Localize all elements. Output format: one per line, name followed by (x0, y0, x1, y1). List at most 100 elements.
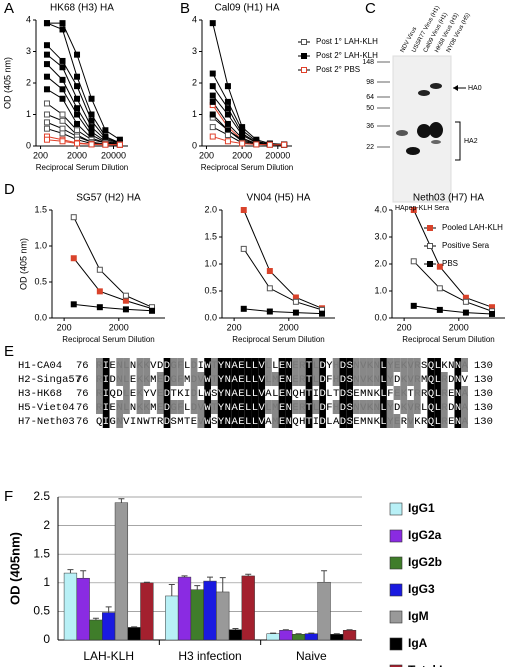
data-point (209, 20, 216, 27)
residue-shade (393, 386, 401, 400)
residue-shade (454, 386, 462, 400)
data-point (96, 304, 103, 311)
residue-shade (427, 372, 435, 386)
data-point (281, 141, 288, 148)
data-point (43, 100, 50, 107)
sequence-end: 130 (474, 402, 493, 414)
bar (76, 577, 90, 641)
residue-shade (434, 400, 441, 414)
residue-shade (244, 358, 252, 372)
y-tick-label: 1 (43, 575, 50, 589)
residue-shade (359, 400, 367, 414)
residue-shade (427, 414, 435, 428)
residue-shade (156, 400, 164, 414)
residue-shade (393, 358, 401, 372)
data-point (410, 302, 417, 309)
residue-shade (380, 414, 387, 428)
bar (317, 581, 331, 641)
residue-shade (102, 386, 110, 400)
residue-shade (413, 372, 421, 386)
legend-swatch (389, 664, 403, 667)
y-tick-label: 1.0 (34, 240, 47, 250)
residue-shade (278, 414, 286, 428)
data-point (209, 133, 216, 140)
residue-shade (265, 372, 272, 386)
residue-shade (271, 400, 279, 414)
y-tick-label: 3.0 (374, 231, 387, 241)
residue-shade (285, 372, 293, 386)
residue-shade (224, 400, 232, 414)
residue-shade (210, 372, 218, 386)
data-point (209, 92, 216, 99)
residue-shade (177, 400, 184, 414)
residue-shade (265, 358, 272, 372)
data-point (436, 285, 443, 292)
y-tick-label: 1.5 (33, 546, 50, 560)
data-point (96, 266, 103, 273)
bar (304, 633, 318, 641)
series-line (73, 257, 153, 310)
x-tick-label: Naive (296, 649, 327, 663)
residue-shade (454, 400, 462, 414)
residue-shade (197, 372, 205, 386)
residue-shade (366, 400, 374, 414)
bar (228, 629, 243, 641)
residue-shade (332, 358, 340, 372)
residue-shade (346, 386, 354, 400)
residue-shade (407, 400, 414, 414)
residue-shade (136, 400, 144, 414)
marker-label: 148 (362, 59, 374, 66)
residue-shade (231, 414, 239, 428)
residue-shade (319, 358, 326, 372)
residue-shade (413, 386, 421, 400)
residue-shade (440, 400, 448, 414)
residue-shade (210, 400, 218, 414)
residue-shade (217, 358, 225, 372)
residue-shade (461, 358, 468, 372)
residue-shade (258, 414, 266, 428)
residue-shade (380, 372, 387, 386)
x-tick-label: LAH-KLH (83, 649, 134, 663)
residue-shade (393, 414, 401, 428)
residue-shade (96, 400, 103, 414)
data-point (240, 207, 247, 213)
residue-shade (244, 400, 252, 414)
error-bar (270, 632, 277, 634)
data-point (122, 306, 129, 313)
residue-shade (285, 400, 293, 414)
residue-shade (102, 400, 110, 414)
data-point (74, 73, 81, 80)
legend-label: IgG1 (408, 501, 435, 515)
bar (190, 589, 204, 641)
residue-shade (251, 372, 259, 386)
sequence-name: H1-CA04 (18, 360, 62, 372)
data-point (70, 301, 77, 308)
residue-shade (353, 400, 360, 414)
residue-shade (278, 386, 286, 400)
data-point (59, 57, 66, 64)
data-point (209, 83, 216, 90)
y-tick-label: 2.0 (204, 204, 217, 214)
data-point (88, 111, 95, 118)
residue-shade (305, 400, 313, 414)
residue-shade (292, 358, 299, 372)
sequence-end: 130 (474, 360, 493, 372)
y-axis-label: OD (405 nm) (18, 238, 28, 290)
residue-shade (434, 386, 441, 400)
y-tick-label: 3 (192, 46, 197, 56)
error-bar (245, 573, 252, 576)
data-point (224, 105, 231, 112)
legend-swatch (427, 225, 433, 231)
residue-shade (251, 358, 259, 372)
residue-shade (123, 386, 130, 400)
residue-shade (224, 386, 232, 400)
residue-shade (156, 372, 164, 386)
data-point (266, 285, 273, 292)
y-tick-label: 4.0 (374, 204, 387, 214)
series-line (73, 303, 153, 312)
y-tick-label: 4 (192, 14, 197, 24)
error-bar (308, 632, 315, 634)
residue-shade (454, 372, 462, 386)
residue-shade (238, 400, 245, 414)
y-tick-label: 0.5 (34, 276, 47, 286)
